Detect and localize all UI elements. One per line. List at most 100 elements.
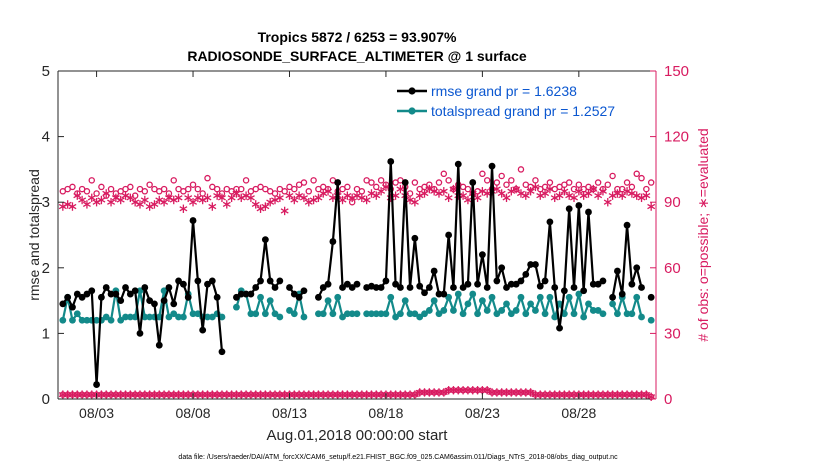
totalspread-point (372, 310, 380, 318)
obs-possible-point (170, 177, 177, 184)
obs-possible-point (194, 185, 202, 193)
totalspread-point (551, 313, 559, 321)
legend-spread-marker (408, 107, 416, 115)
rmse-point (64, 293, 72, 301)
obs-evaluated-point (126, 193, 135, 203)
rmse-point (276, 277, 284, 285)
obs-evaluated-point (377, 187, 386, 196)
totalspread-point (334, 293, 342, 301)
totalspread-point (623, 310, 631, 318)
rmse-point (377, 284, 385, 291)
obs-possible-point (310, 177, 317, 184)
obs-possible-point (479, 170, 486, 178)
rmse-point (459, 284, 467, 291)
obs-evaluated-point (512, 184, 521, 194)
obs-evaluated-point (439, 187, 448, 196)
rmse-point (295, 293, 303, 301)
rmse-point (131, 287, 139, 295)
x-tick-label: 08/28 (561, 405, 596, 421)
obs-evaluated-point (410, 198, 419, 207)
right-tick-label: 0 (664, 391, 672, 408)
rmse-point (623, 221, 631, 229)
legend-spread-label: totalspread grand pr = 1.2527 (431, 103, 615, 119)
obs-evaluated-point (251, 200, 260, 209)
obs-possible-point (204, 174, 211, 182)
obs-evaluated-point (290, 195, 299, 205)
totalspread-point (377, 310, 385, 318)
obs-evaluated-point (372, 191, 381, 200)
totalspread-point (233, 303, 240, 311)
obs-evaluated-point (560, 187, 569, 196)
rmse-point (474, 280, 481, 288)
totalspread-point (488, 293, 496, 301)
rmse-line (366, 160, 604, 330)
rmse-point (445, 231, 453, 239)
totalspread-point (368, 310, 375, 318)
rmse-point (83, 290, 91, 298)
totalspread-point (136, 287, 144, 295)
obs-evaluated-point (574, 187, 583, 196)
rmse-point (614, 267, 621, 275)
totalspread-point (450, 307, 457, 314)
rmse-point (507, 280, 515, 288)
rmse-point (565, 205, 573, 213)
rmse-point (218, 348, 226, 356)
totalspread-point (73, 310, 81, 318)
rmse-point (151, 300, 158, 308)
totalspread-point (416, 313, 424, 321)
obs-evaluated-point (68, 202, 77, 211)
obs-possible-point (69, 183, 76, 191)
totalspread-point (266, 297, 274, 304)
obs-evaluated-point (232, 189, 241, 198)
obs-possible-point (623, 179, 631, 186)
obs-possible-point (300, 179, 308, 186)
totalspread-point (401, 297, 409, 304)
rmse-point (286, 284, 293, 291)
totalspread-point (339, 313, 346, 321)
obs-evaluated-point (603, 198, 612, 207)
obs-evaluated-point (521, 191, 530, 200)
rmse-point (93, 381, 100, 388)
totalspread-point (565, 293, 573, 301)
obs-evaluated-point (647, 202, 656, 211)
obs-possible-point (483, 177, 491, 184)
totalspread-point (503, 300, 510, 308)
totalspread-point (102, 313, 110, 321)
obs-possible-point (445, 177, 452, 184)
totalspread-point (315, 310, 322, 318)
obs-evaluated-point (280, 206, 289, 216)
totalspread-point (647, 316, 655, 324)
totalspread-point (493, 310, 501, 318)
obs-evaluated-point (618, 191, 627, 200)
right-tick-label: 120 (664, 129, 689, 146)
rmse-point (570, 284, 578, 291)
rmse-point (252, 284, 260, 291)
obs-possible-point (503, 181, 510, 188)
totalspread-point (512, 307, 520, 314)
rmse-point (464, 280, 472, 288)
obs-possible-point (594, 179, 602, 186)
obs-evaluated-point (261, 202, 270, 211)
totalspread-point (175, 313, 182, 321)
obs-evaluated-point (526, 187, 535, 196)
obs-evaluated-point (140, 195, 149, 205)
totalspread-point (290, 310, 298, 318)
obs-possible-point (565, 179, 573, 186)
left-tick-label: 1 (42, 325, 50, 342)
rmse-point (266, 277, 274, 285)
obs-possible-point (88, 177, 96, 184)
totalspread-point (189, 310, 197, 318)
totalspread-point (440, 307, 448, 314)
rmse-point (102, 284, 110, 291)
totalspread-point (155, 313, 163, 321)
rmse-point (179, 280, 187, 288)
rmse-point (589, 280, 597, 288)
totalspread-point (204, 313, 211, 321)
obs-evaluated-point (174, 193, 183, 203)
axis-ticks: 0 1 2 3 4 5 0 30 60 90 120 150 08/03 08/08 08/13 08/18 0… (42, 63, 689, 421)
totalspread-point (589, 307, 597, 314)
obs-evaluated-point (208, 202, 217, 211)
obs-evaluated-point (459, 191, 468, 200)
obs-evaluated-point (160, 198, 169, 207)
x-tick-label: 08/18 (368, 405, 403, 421)
